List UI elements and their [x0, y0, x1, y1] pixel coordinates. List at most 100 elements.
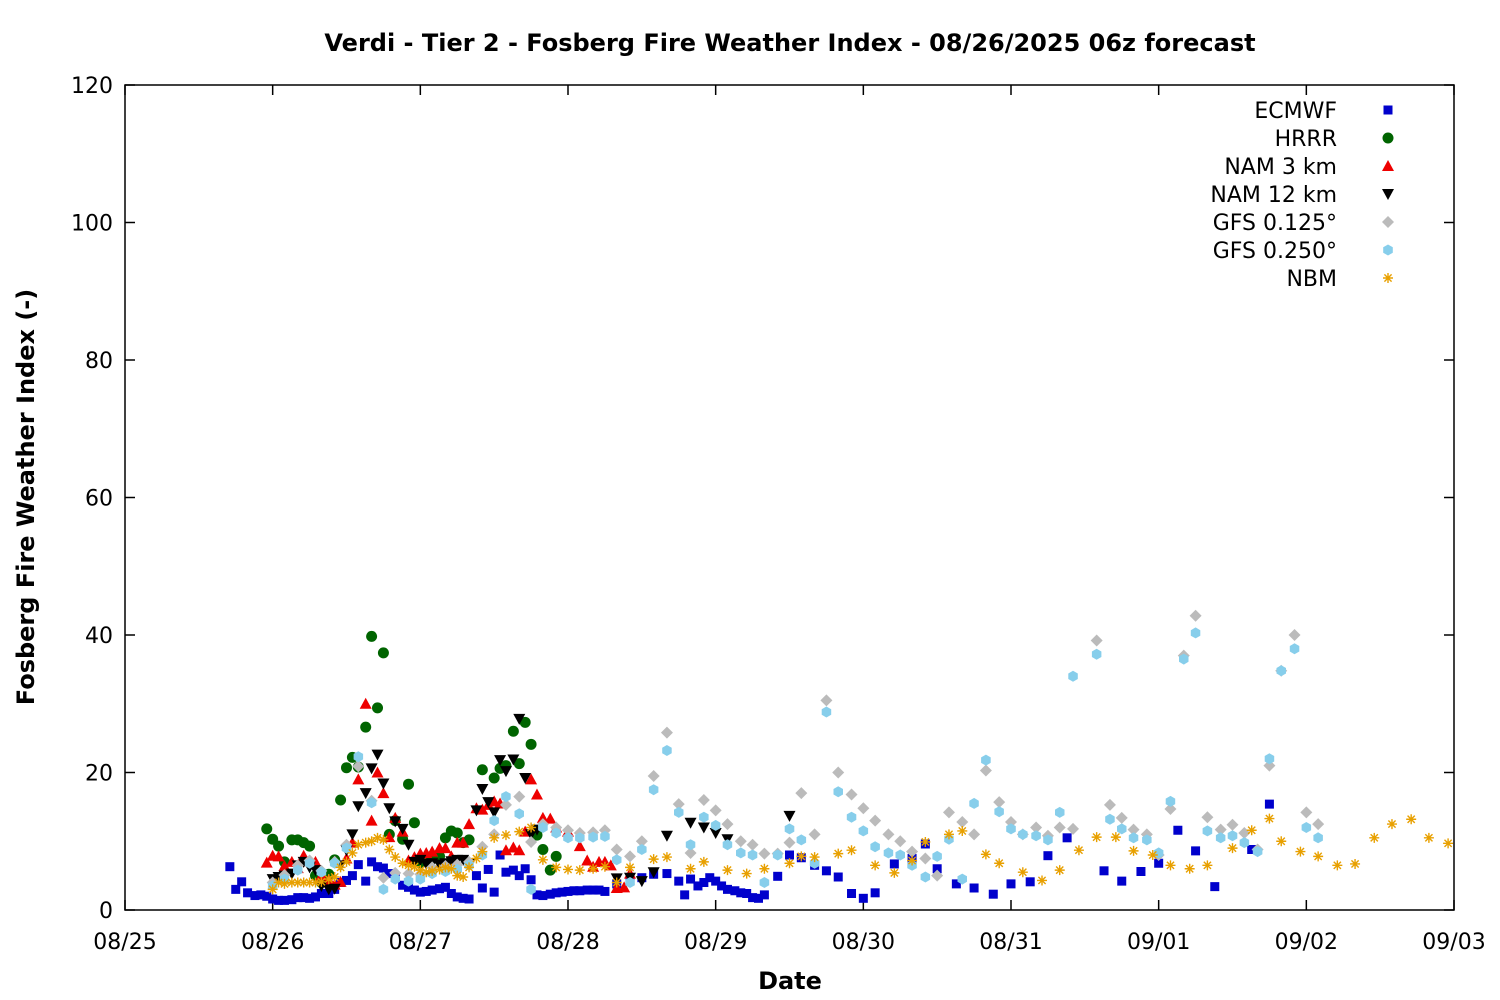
data-point — [1147, 850, 1158, 860]
legend-marker — [1383, 244, 1393, 256]
data-point — [684, 817, 697, 829]
data-point — [575, 886, 585, 896]
data-point — [499, 766, 512, 778]
data-point — [1239, 837, 1250, 849]
data-point — [907, 855, 918, 866]
data-point — [951, 879, 961, 889]
data-point — [377, 778, 390, 790]
data-point — [734, 835, 747, 848]
data-point — [1295, 846, 1306, 857]
legend-label: HRRR — [1275, 127, 1337, 152]
data-point — [286, 877, 297, 888]
data-point — [471, 853, 482, 864]
data-point — [310, 877, 321, 888]
data-point — [514, 871, 524, 881]
data-point — [489, 887, 499, 897]
data-point — [693, 881, 703, 891]
data-point — [329, 857, 340, 869]
data-point — [304, 857, 315, 869]
data-point — [742, 889, 752, 898]
data-point — [1264, 753, 1275, 765]
data-point — [870, 888, 880, 898]
data-point — [604, 859, 617, 871]
data-point — [943, 829, 954, 840]
data-point — [795, 787, 808, 800]
data-point — [588, 863, 599, 874]
data-point — [1252, 846, 1263, 858]
data-point — [525, 829, 538, 841]
data-point — [783, 836, 796, 849]
data-point — [514, 808, 524, 820]
data-point — [544, 812, 557, 824]
data-point — [372, 832, 383, 843]
data-point — [1214, 823, 1227, 836]
data-point — [1179, 653, 1189, 665]
data-point — [1017, 867, 1028, 878]
data-point — [507, 754, 520, 766]
data-point — [883, 847, 894, 859]
data-point — [335, 862, 346, 873]
data-point — [341, 842, 352, 854]
data-point — [293, 864, 303, 876]
x-tick-label: 09/02 — [1275, 930, 1338, 955]
data-point — [403, 875, 414, 887]
data-point — [526, 875, 536, 885]
data-point — [705, 873, 715, 883]
data-point — [1164, 802, 1177, 815]
data-point — [426, 845, 439, 857]
data-point — [759, 877, 770, 888]
data-point — [532, 890, 542, 900]
data-points — [225, 609, 1454, 905]
data-point — [662, 745, 672, 756]
data-point — [753, 893, 763, 903]
data-point — [684, 846, 697, 859]
data-point — [415, 873, 426, 885]
data-point — [287, 895, 297, 905]
data-point — [1288, 629, 1301, 641]
data-point — [759, 863, 770, 874]
legend-label: ECMWF — [1254, 99, 1337, 124]
data-point — [600, 830, 610, 842]
data-point — [305, 893, 315, 903]
data-point — [1099, 866, 1109, 876]
data-point — [519, 716, 531, 728]
data-point — [1117, 876, 1127, 886]
data-point — [402, 839, 415, 851]
data-point — [857, 802, 870, 815]
legend-marker — [1383, 105, 1393, 115]
data-point — [821, 866, 831, 876]
data-point — [507, 725, 519, 737]
legend-label: NAM 12 km — [1210, 183, 1337, 208]
data-point — [611, 877, 622, 888]
data-point — [452, 892, 462, 902]
data-point — [648, 854, 659, 865]
data-point — [371, 766, 384, 778]
data-point — [994, 806, 1004, 818]
data-point — [457, 854, 470, 866]
data-point — [415, 865, 426, 876]
x-tick-label: 08/26 — [241, 930, 304, 955]
data-point — [569, 886, 579, 896]
data-point — [310, 892, 320, 902]
data-point — [536, 811, 549, 823]
data-point — [278, 860, 291, 871]
y-tick-label: 40 — [85, 624, 113, 649]
data-point — [574, 865, 585, 876]
data-point — [1202, 825, 1213, 837]
data-point — [377, 787, 390, 799]
data-point — [920, 871, 931, 883]
data-point — [599, 861, 610, 872]
data-point — [717, 881, 727, 891]
data-point — [573, 840, 586, 852]
data-point — [575, 832, 585, 844]
data-point — [1215, 832, 1226, 844]
data-point — [662, 869, 672, 879]
data-point — [384, 844, 395, 855]
data-point — [660, 830, 673, 842]
data-point — [772, 849, 783, 861]
data-point — [403, 860, 414, 871]
data-point — [1189, 609, 1202, 622]
data-point — [1300, 806, 1313, 819]
data-point — [994, 858, 1005, 869]
data-point — [352, 760, 365, 773]
